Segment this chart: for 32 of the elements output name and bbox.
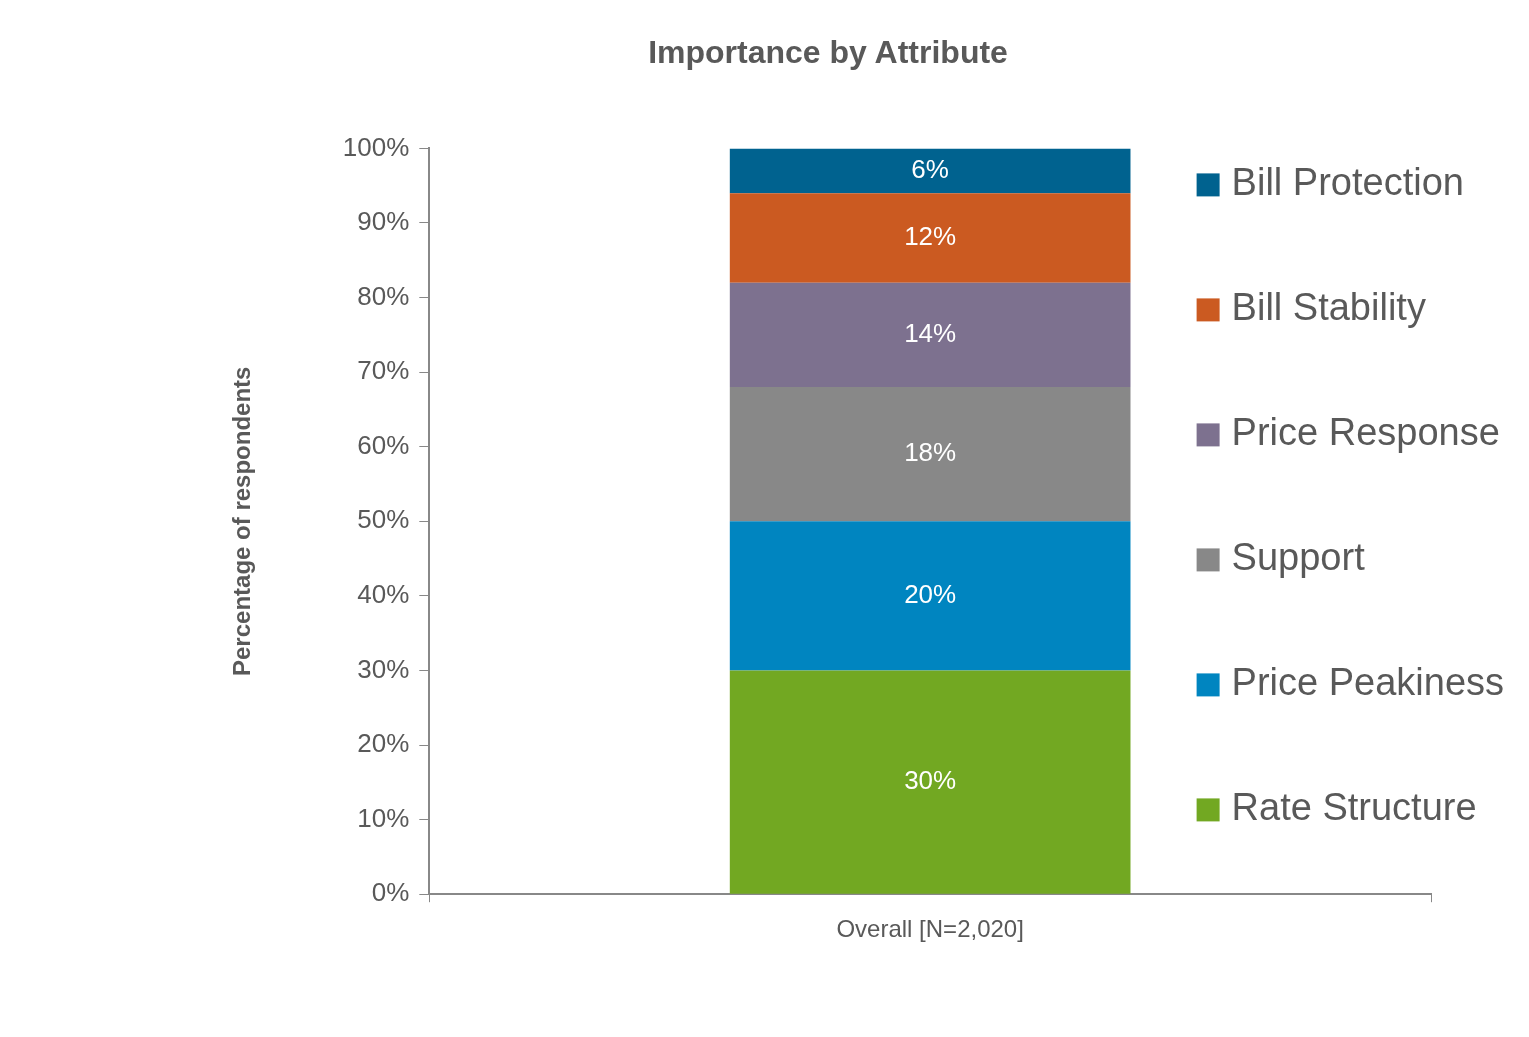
bar (729, 193, 1131, 283)
legend-label: Support (1231, 535, 1366, 578)
data-label: 14% (904, 318, 957, 349)
data-label: 18% (904, 437, 957, 468)
y-tick-label: 70% (357, 355, 410, 386)
legend-label: Bill Stability (1231, 285, 1426, 328)
bar (729, 282, 1131, 388)
y-tick-label: 40% (357, 579, 410, 610)
y-tick-label: 20% (357, 728, 410, 759)
y-axis-title: Percentage of respondents (228, 366, 256, 677)
bar (729, 670, 1131, 894)
y-tick-label: 60% (357, 429, 410, 460)
data-label: 12% (904, 221, 957, 252)
y-tick-label: 80% (357, 280, 410, 311)
y-tick-label: 0% (371, 877, 410, 908)
legend-label: Price Response (1231, 410, 1500, 453)
y-tick-label: 10% (357, 802, 410, 833)
y-tick-label: 50% (357, 504, 410, 535)
y-tick-label: 100% (342, 131, 410, 162)
x-tick-label: Overall [N=2,020] (836, 915, 1024, 943)
y-tick-label: 30% (357, 653, 410, 684)
data-label: 6% (911, 153, 949, 184)
data-label: 30% (904, 765, 957, 796)
legend-label: Bill Protection (1231, 160, 1464, 203)
y-tick-label: 90% (357, 206, 410, 237)
bar (729, 387, 1131, 522)
bar (729, 521, 1131, 671)
bar (729, 148, 1131, 194)
chart-title: Importance by Attribute (648, 34, 1008, 71)
legend-label: Price Peakiness (1231, 660, 1505, 703)
data-label: 20% (904, 579, 957, 610)
legend-label: Rate Structure (1231, 785, 1477, 828)
